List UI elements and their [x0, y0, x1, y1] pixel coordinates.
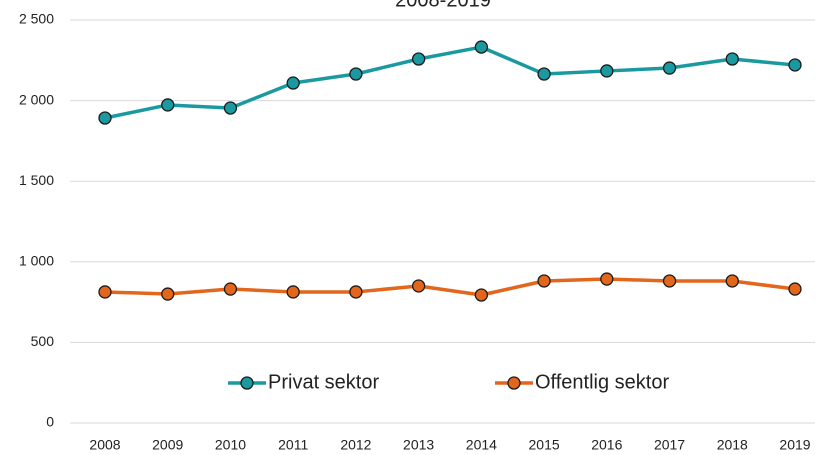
legend-marker	[240, 376, 254, 390]
marker	[788, 282, 802, 296]
x-tick-label: 2017	[654, 437, 685, 453]
marker	[98, 111, 112, 125]
marker	[662, 61, 677, 75]
x-tick-label: 2015	[529, 437, 560, 453]
marker	[223, 282, 238, 296]
marker	[537, 67, 551, 81]
marker	[537, 274, 551, 288]
x-tick-label: 2012	[340, 437, 371, 453]
marker	[411, 52, 426, 66]
series-line	[104, 45, 796, 120]
marker	[98, 285, 112, 299]
marker	[349, 285, 363, 299]
legend-marker	[507, 376, 521, 390]
marker	[788, 58, 802, 72]
legend-label: Offentlig sektor	[535, 371, 669, 393]
x-tick-label: 2016	[591, 437, 622, 453]
chart-title: 2008-2019	[395, 0, 491, 11]
y-tick-label: 1 000	[19, 253, 54, 269]
marker	[474, 288, 489, 302]
x-tick-label: 2009	[152, 437, 183, 453]
y-tick-label: 1 500	[19, 172, 54, 188]
marker	[349, 67, 363, 81]
marker	[223, 101, 238, 115]
x-tick-label: 2014	[466, 437, 497, 453]
marker	[411, 279, 426, 293]
marker	[474, 40, 489, 54]
marker	[600, 64, 614, 78]
marker	[725, 274, 739, 288]
y-tick-label: 500	[31, 333, 55, 349]
marker	[600, 272, 614, 286]
x-tick-label: 2013	[403, 437, 434, 453]
marker	[161, 287, 175, 301]
x-tick-label: 2010	[215, 437, 246, 453]
y-tick-label: 2 000	[19, 91, 54, 107]
x-tick-label: 2008	[89, 437, 120, 453]
marker	[286, 285, 300, 299]
x-tick-label: 2018	[717, 437, 748, 453]
y-tick-label: 0	[46, 414, 54, 430]
marker	[286, 76, 300, 90]
marker	[662, 274, 677, 288]
x-tick-label: 2019	[779, 437, 810, 453]
legend-label: Privat sektor	[268, 371, 379, 393]
x-tick-label: 2011	[278, 437, 308, 453]
marker	[725, 52, 739, 66]
y-tick-label: 2 500	[19, 11, 54, 27]
marker	[161, 98, 175, 112]
series-line	[104, 277, 796, 297]
